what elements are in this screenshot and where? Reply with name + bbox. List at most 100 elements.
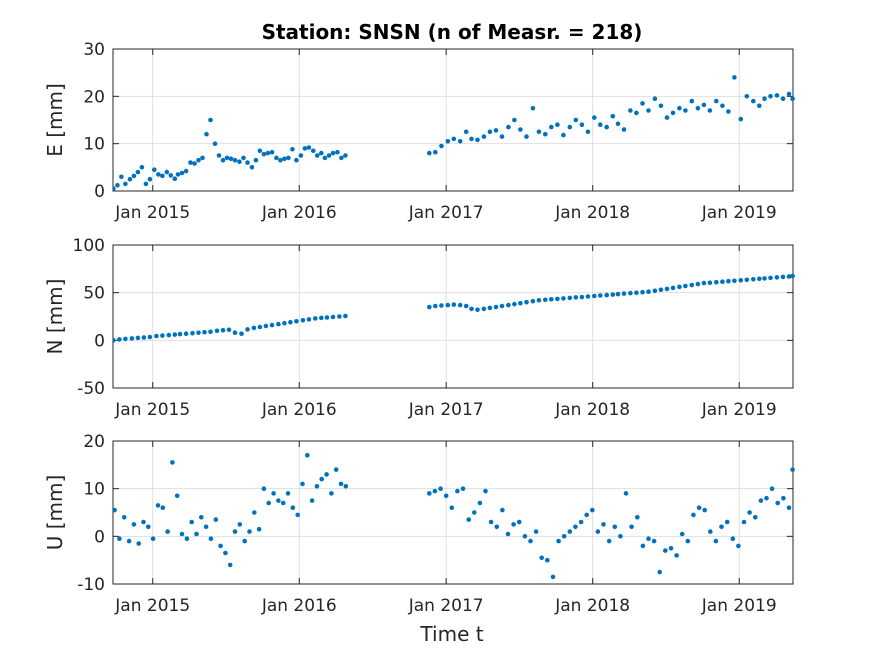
data-point xyxy=(590,507,595,513)
data-point xyxy=(295,512,301,518)
data-point xyxy=(188,160,193,165)
data-point xyxy=(150,536,156,541)
data-point xyxy=(646,108,651,113)
data-point xyxy=(738,278,744,283)
data-point xyxy=(329,491,334,496)
data-point xyxy=(762,96,767,101)
data-point xyxy=(658,287,664,293)
data-point xyxy=(573,295,579,300)
data-point xyxy=(635,515,640,520)
data-point xyxy=(475,137,480,143)
data-point xyxy=(670,285,676,291)
data-point xyxy=(172,332,178,337)
data-point xyxy=(744,94,750,99)
data-point xyxy=(123,181,128,187)
data-point xyxy=(543,297,548,303)
data-point xyxy=(298,153,304,158)
data-point xyxy=(506,302,511,308)
data-point xyxy=(249,165,255,170)
data-point xyxy=(261,151,267,157)
data-point xyxy=(343,484,349,489)
y-tick-label: 100 xyxy=(73,236,105,256)
data-point xyxy=(251,325,257,331)
data-point xyxy=(208,117,213,123)
data-point xyxy=(664,115,670,120)
x-tick-label: Jan 2015 xyxy=(114,400,190,420)
data-point xyxy=(315,153,320,158)
data-point xyxy=(266,500,272,506)
data-point xyxy=(780,96,786,101)
data-point xyxy=(319,476,325,482)
plot-area xyxy=(113,441,793,584)
data-point xyxy=(707,108,713,113)
data-point xyxy=(518,127,523,132)
data-point xyxy=(152,167,157,172)
data-point xyxy=(774,275,780,280)
data-point xyxy=(674,553,679,558)
data-point xyxy=(330,314,336,320)
data-point xyxy=(433,303,438,309)
data-point xyxy=(127,176,133,182)
data-point xyxy=(555,296,560,302)
data-point xyxy=(184,536,190,541)
data-point xyxy=(438,486,443,492)
data-point xyxy=(294,319,299,324)
data-point xyxy=(212,141,218,146)
data-point xyxy=(339,155,344,161)
data-point xyxy=(747,510,752,515)
data-point xyxy=(126,538,132,544)
data-point xyxy=(691,512,696,518)
x-tick-label: Jan 2019 xyxy=(701,400,777,420)
data-point xyxy=(220,157,226,163)
y-tick-label: 10 xyxy=(83,135,105,155)
data-point xyxy=(183,331,189,337)
data-point xyxy=(204,131,209,137)
data-point xyxy=(629,524,634,530)
data-point xyxy=(670,110,676,116)
data-point xyxy=(640,289,645,295)
data-point xyxy=(131,173,137,179)
series-points xyxy=(113,75,795,191)
data-point xyxy=(726,278,731,284)
data-point xyxy=(232,330,238,336)
data-point xyxy=(239,331,244,337)
data-point xyxy=(592,293,597,299)
data-point xyxy=(518,300,523,306)
data-point xyxy=(170,460,175,465)
data-point xyxy=(500,507,505,513)
data-point xyxy=(668,546,674,551)
x-tick-label: Jan 2015 xyxy=(114,203,190,223)
data-point xyxy=(139,165,145,170)
x-tick-label: Jan 2015 xyxy=(114,596,190,616)
data-point xyxy=(276,498,281,503)
data-point xyxy=(129,336,135,341)
data-point xyxy=(506,124,511,130)
data-point xyxy=(257,324,263,330)
data-point xyxy=(524,299,529,305)
axes-frame xyxy=(112,48,794,192)
data-point xyxy=(713,538,719,544)
data-point xyxy=(604,124,609,130)
data-point xyxy=(455,488,460,494)
data-point xyxy=(592,115,597,120)
data-point xyxy=(451,136,457,142)
y-tick-label: -10 xyxy=(77,575,105,595)
data-point xyxy=(744,277,750,283)
data-point xyxy=(300,481,305,487)
data-point xyxy=(499,134,505,139)
data-point xyxy=(702,507,707,513)
x-tick-label: Jan 2018 xyxy=(554,596,630,616)
data-point xyxy=(443,493,449,499)
data-point xyxy=(524,134,529,139)
data-point xyxy=(319,315,324,321)
data-point xyxy=(610,292,616,297)
data-point xyxy=(567,124,573,130)
data-point xyxy=(439,143,444,149)
data-point xyxy=(213,517,219,522)
data-point xyxy=(168,173,174,178)
data-point xyxy=(141,335,147,340)
data-point xyxy=(757,276,762,282)
data-point xyxy=(135,169,141,175)
data-point xyxy=(237,159,242,164)
data-point xyxy=(646,289,651,295)
